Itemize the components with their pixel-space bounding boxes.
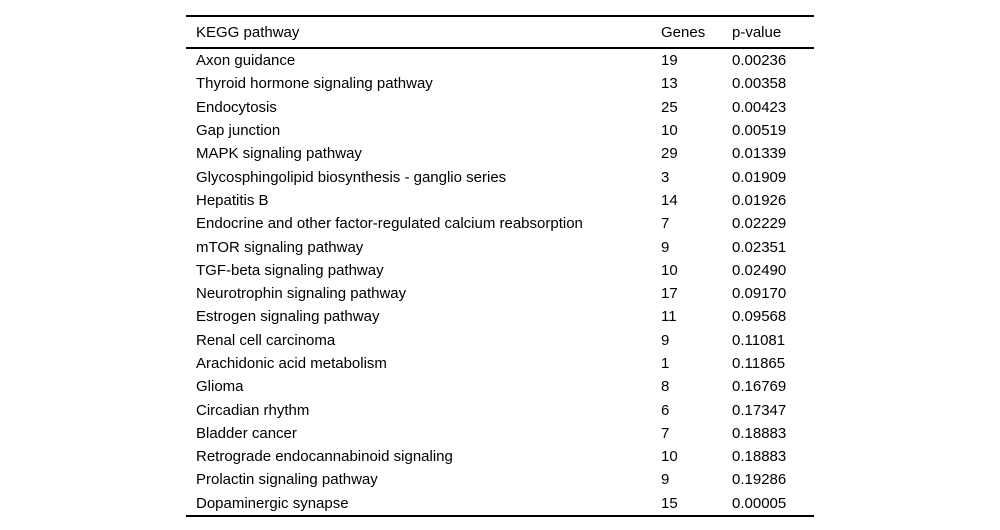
table-row: Glioma 8 0.16769 xyxy=(186,375,814,398)
p-value-cell: 0.02229 xyxy=(732,215,787,233)
p-value-cell: 0.09170 xyxy=(732,285,787,303)
pathway-cell: Thyroid hormone signaling pathway xyxy=(196,75,433,93)
p-value-cell: 0.18883 xyxy=(732,424,787,442)
genes-cell: 9 xyxy=(661,471,670,489)
genes-cell: 8 xyxy=(661,378,670,396)
p-value-cell: 0.01926 xyxy=(732,191,787,209)
column-header-p-value: p-value xyxy=(732,23,782,41)
p-value-cell: 0.19286 xyxy=(732,471,787,489)
pathway-cell: Prolactin signaling pathway xyxy=(196,471,378,489)
genes-cell: 7 xyxy=(661,424,670,442)
genes-cell: 7 xyxy=(661,215,670,233)
table-row: Endocrine and other factor-regulated cal… xyxy=(186,212,814,235)
pathway-cell: Glioma xyxy=(196,378,244,396)
pathway-cell: Dopaminergic synapse xyxy=(196,494,349,512)
genes-cell: 11 xyxy=(661,308,677,326)
table-row: TGF-beta signaling pathway 10 0.02490 xyxy=(186,259,814,282)
genes-cell: 1 xyxy=(661,355,670,372)
table-row: MAPK signaling pathway 29 0.01339 xyxy=(186,142,814,165)
table-header-row: KEGG pathway Genes p-value xyxy=(186,16,814,48)
p-value-cell: 0.17347 xyxy=(732,401,787,419)
pathway-cell: Bladder cancer xyxy=(196,424,297,442)
p-value-cell: 0.09568 xyxy=(732,308,787,326)
p-value-cell: 0.00005 xyxy=(732,494,787,512)
pathway-cell: MAPK signaling pathway xyxy=(196,145,362,163)
p-value-cell: 0.00423 xyxy=(732,98,787,116)
genes-cell: 17 xyxy=(661,285,678,303)
column-header-kegg-pathway: KEGG pathway xyxy=(196,23,300,41)
table-row: Arachidonic acid metabolism 1 0.11865 xyxy=(186,352,814,375)
genes-cell: 13 xyxy=(661,75,678,93)
table-header: KEGG pathway Genes p-value xyxy=(186,16,814,48)
pathway-cell: Circadian rhythm xyxy=(196,401,310,419)
pathway-cell: TGF-beta signaling pathway xyxy=(196,261,384,279)
pathway-cell: Endocrine and other factor-regulated cal… xyxy=(196,215,583,233)
genes-cell: 10 xyxy=(661,448,678,466)
table-row: Estrogen signaling pathway 11 0.09568 xyxy=(186,305,814,328)
genes-cell: 6 xyxy=(661,401,670,419)
table-row: mTOR signaling pathway 9 0.02351 xyxy=(186,235,814,258)
table-body: Axon guidance 19 0.00236 Thyroid hormone si… xyxy=(186,48,814,516)
table-row: Dopaminergic synapse 15 0.00005 xyxy=(186,492,814,516)
pathway-cell: Hepatitis B xyxy=(196,191,269,209)
pathway-cell: Renal cell carcinoma xyxy=(196,331,336,349)
p-value-cell: 0.02490 xyxy=(732,261,787,279)
p-value-cell: 0.02351 xyxy=(732,238,787,256)
pathway-cell: mTOR signaling pathway xyxy=(196,238,364,256)
p-value-cell: 0.01339 xyxy=(732,145,787,163)
genes-cell: 15 xyxy=(661,494,678,512)
table-row: Hepatitis B 14 0.01926 xyxy=(186,189,814,212)
p-value-cell: 0.18883 xyxy=(732,448,787,466)
genes-cell: 29 xyxy=(661,145,678,163)
table-row: Glycosphingolipid biosynthesis - ganglio… xyxy=(186,165,814,188)
genes-cell: 14 xyxy=(661,191,678,209)
p-value-cell: 0.11081 xyxy=(732,331,786,349)
genes-cell: 25 xyxy=(661,98,678,116)
p-value-cell: 0.00236 xyxy=(732,52,787,70)
table-row: Renal cell carcinoma 9 0.11081 xyxy=(186,329,814,352)
pathway-cell: Retrograde endocannabinoid signaling xyxy=(196,448,453,466)
genes-cell: 9 xyxy=(661,238,670,256)
pathway-cell: Endocytosis xyxy=(196,98,277,116)
p-value-cell: 0.00358 xyxy=(732,75,787,93)
table-row: Endocytosis 25 0.00423 xyxy=(186,96,814,119)
p-value-cell: 0.01909 xyxy=(732,168,787,186)
genes-cell: 10 xyxy=(661,122,678,140)
pathway-cell: Gap junction xyxy=(196,122,281,140)
kegg-pathway-table: KEGG pathway Genes p-value Axon guidance… xyxy=(186,15,814,517)
genes-cell: 9 xyxy=(661,331,670,349)
table-row: Neurotrophin signaling pathway 17 0.09170 xyxy=(186,282,814,305)
table-row: Prolactin signaling pathway 9 0.19286 xyxy=(186,468,814,491)
table-row: Thyroid hormone signaling pathway 13 0.003… xyxy=(186,72,814,95)
pathway-cell: Estrogen signaling pathway xyxy=(196,308,380,326)
p-value-cell: 0.00519 xyxy=(732,122,787,140)
kegg-pathway-table-container: KEGG pathway Genes p-value Axon guidance… xyxy=(186,15,814,517)
pathway-cell: Glycosphingolipid biosynthesis - ganglio… xyxy=(196,168,507,186)
table-row: Circadian rhythm 6 0.17347 xyxy=(186,398,814,421)
column-header-genes: Genes xyxy=(661,23,706,41)
genes-cell: 19 xyxy=(661,52,678,70)
genes-cell: 10 xyxy=(661,261,678,279)
pathway-cell: Arachidonic acid metabolism xyxy=(196,355,387,372)
table-row: Axon guidance 19 0.00236 xyxy=(186,48,814,72)
pathway-cell: Axon guidance xyxy=(196,52,296,70)
table-row: Bladder cancer 7 0.18883 xyxy=(186,422,814,445)
p-value-cell: 0.16769 xyxy=(732,378,787,396)
table-row: Retrograde endocannabinoid signaling 10 0.… xyxy=(186,445,814,468)
p-value-cell: 0.11865 xyxy=(732,355,786,372)
table-row: Gap junction 10 0.00519 xyxy=(186,119,814,142)
pathway-cell: Neurotrophin signaling pathway xyxy=(196,285,407,303)
genes-cell: 3 xyxy=(661,168,670,186)
